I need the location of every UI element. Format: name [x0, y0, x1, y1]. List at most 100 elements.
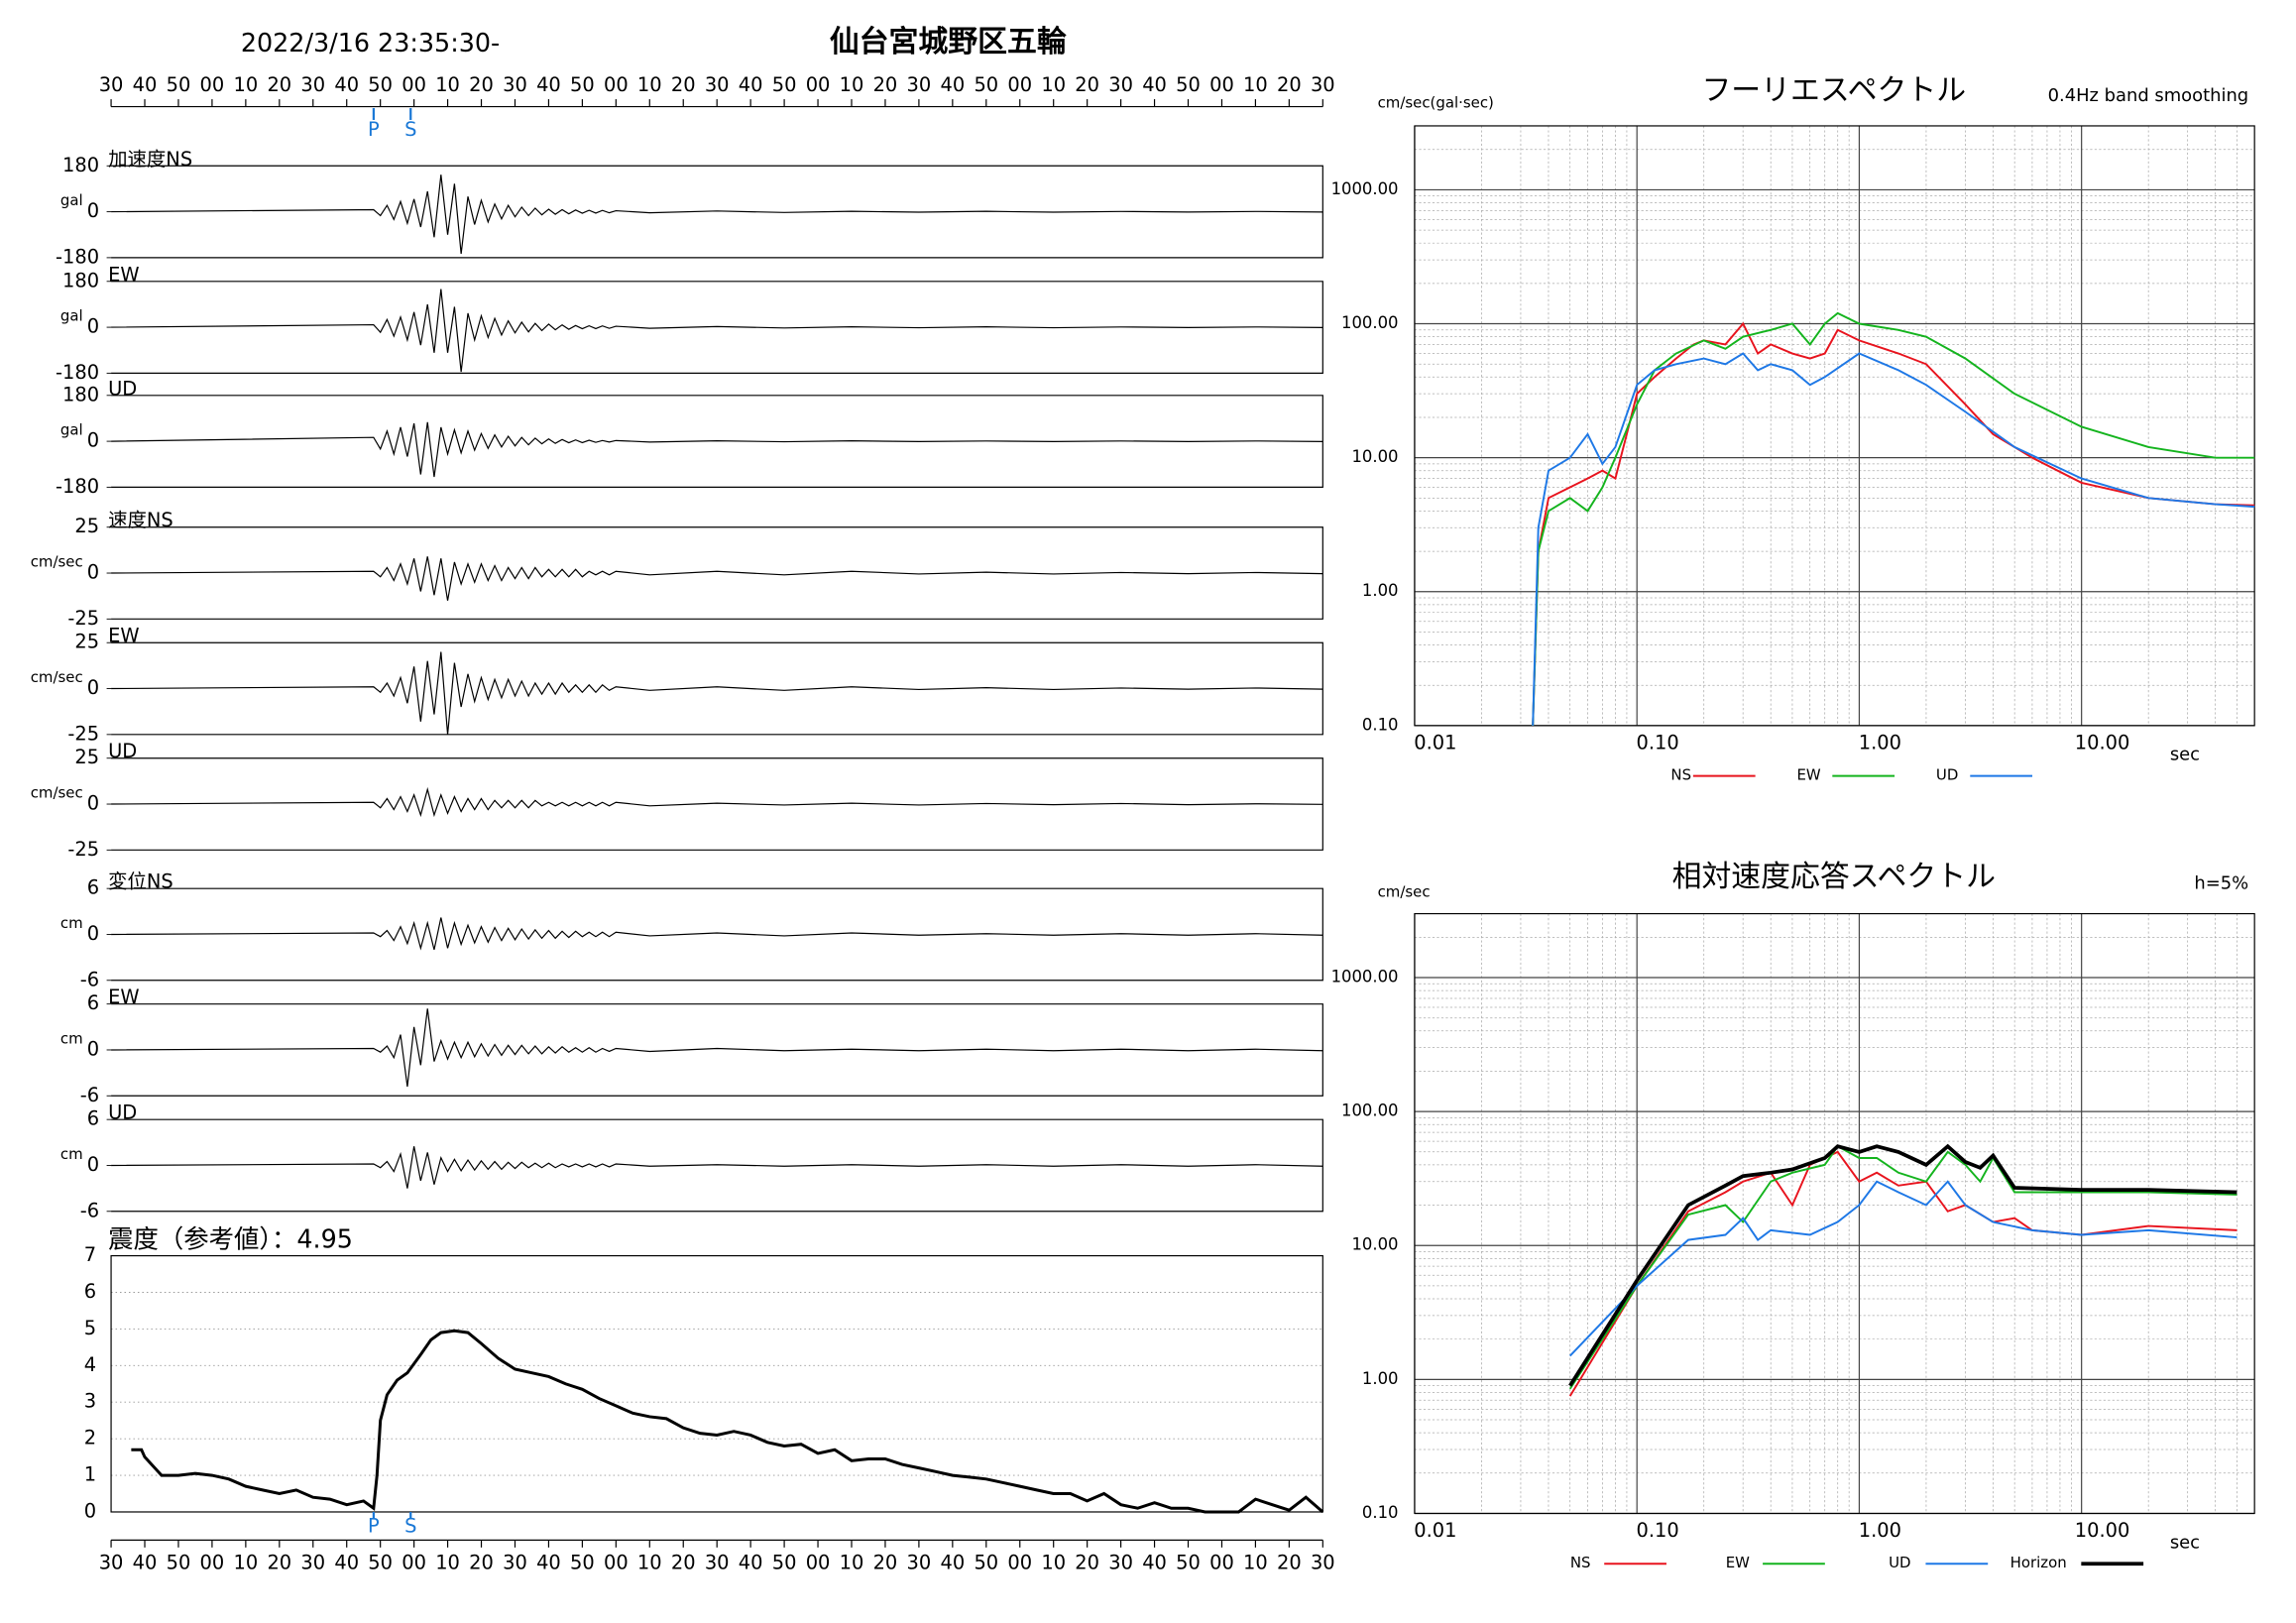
x-tick-label: 50: [368, 73, 393, 96]
x-tick-label: 20: [267, 1552, 291, 1574]
x-tick-label: 10: [637, 1552, 662, 1574]
y-tick-label: -6: [80, 968, 99, 990]
x-tick-label: 20: [873, 1552, 898, 1574]
x-tick-label: 50: [1176, 73, 1201, 96]
x-tick-label: 30: [1311, 73, 1335, 96]
y-tick-label: 5: [84, 1317, 96, 1339]
x-tick-label: 30: [705, 1552, 730, 1574]
y-tick-label: 6: [87, 1107, 99, 1130]
x-tick-label: 20: [873, 73, 898, 96]
legend-label: EW: [1796, 766, 1820, 784]
y-axis-unit: cm/sec(gal·sec): [1378, 94, 1494, 112]
x-axis-unit: sec: [2170, 745, 2200, 765]
waveform-trace: [111, 556, 1323, 601]
x-tick-label: 40: [536, 73, 561, 96]
x-tick-label: 10: [1243, 73, 1268, 96]
x-tick-label: 10: [840, 1552, 864, 1574]
legend-label: EW: [1726, 1554, 1750, 1571]
x-tick-label: 10.00: [2075, 731, 2130, 754]
y-tick-label: 0: [87, 792, 99, 815]
x-tick-label: 10: [1243, 1552, 1268, 1574]
y-tick-label: -180: [56, 475, 99, 498]
x-tick-label: 00: [806, 1552, 831, 1574]
panel-label: EW: [108, 985, 139, 1008]
y-tick-label: 25: [74, 746, 99, 768]
y-tick-label: 0: [84, 1499, 96, 1522]
y-tick-label: 0: [87, 922, 99, 945]
y-tick-label: -25: [67, 607, 99, 630]
legend-label: NS: [1670, 766, 1691, 784]
x-tick-label: 20: [671, 1552, 696, 1574]
y-tick-label: 7: [84, 1243, 96, 1266]
waveform-trace: [111, 174, 1323, 255]
legend-label: UD: [1936, 766, 1958, 784]
x-tick-label: 0.10: [1636, 1519, 1678, 1542]
unit-label: gal: [60, 421, 83, 439]
intensity-line: [131, 1329, 1324, 1514]
x-tick-label: 40: [739, 1552, 763, 1574]
y-tick-label: 2: [84, 1427, 96, 1449]
y-tick-label: -6: [80, 1199, 99, 1221]
station-name: 仙台宮城野区五輪: [830, 25, 1067, 59]
x-tick-label: 40: [1142, 73, 1167, 96]
unit-label: gal: [60, 307, 83, 325]
y-tick-label: -25: [67, 838, 99, 861]
x-tick-label: 30: [1311, 1552, 1335, 1574]
y-tick-label: 0: [87, 1037, 99, 1060]
x-tick-label: 30: [300, 73, 325, 96]
x-tick-label: 40: [739, 73, 763, 96]
panel-label: 加速度NS: [108, 148, 192, 171]
panel-frame: [111, 1003, 1323, 1097]
unit-label: cm: [60, 1030, 83, 1048]
x-tick-label: 30: [1108, 1552, 1133, 1574]
x-tick-label: 00: [200, 73, 225, 96]
waveform-trace: [111, 917, 1323, 951]
y-tick-label: 0: [87, 1153, 99, 1176]
x-tick-label: 20: [1075, 1552, 1099, 1574]
panel-label: 速度NS: [108, 509, 173, 531]
y-tick-label: 100.00: [1341, 1101, 1398, 1120]
y-tick-label: 25: [74, 631, 99, 653]
y-tick-label: 0: [87, 429, 99, 452]
y-tick-label: 10.00: [1351, 1235, 1398, 1254]
y-tick-label: 180: [62, 154, 99, 176]
y-tick-label: 6: [84, 1280, 96, 1303]
waveform-trace: [111, 1146, 1323, 1189]
panel-label: UD: [108, 740, 137, 762]
x-tick-label: 50: [167, 1552, 191, 1574]
spectrum-line: [1568, 1143, 2238, 1387]
x-tick-label: 50: [974, 1552, 998, 1574]
x-tick-label: 10: [840, 73, 864, 96]
x-tick-label: 40: [940, 1552, 965, 1574]
x-tick-label: 10: [1041, 73, 1066, 96]
x-tick-label: 20: [1277, 1552, 1302, 1574]
phase-label: S: [404, 1514, 416, 1537]
chart-note: h=5%: [2194, 873, 2248, 894]
spectrum-line: [1568, 1180, 2238, 1357]
y-tick-label: 3: [84, 1390, 96, 1413]
x-tick-label: 50: [167, 73, 191, 96]
waveform-trace: [111, 786, 1323, 818]
x-tick-label: 00: [200, 1552, 225, 1574]
y-tick-label: 4: [84, 1353, 96, 1376]
y-tick-label: -180: [56, 245, 99, 268]
x-axis-unit: sec: [2170, 1532, 2200, 1553]
x-tick-label: 40: [334, 73, 359, 96]
y-tick-label: 6: [87, 991, 99, 1014]
waveform-trace: [111, 289, 1323, 373]
x-tick-label: 1.00: [1859, 731, 1901, 754]
x-tick-label: 30: [300, 1552, 325, 1574]
chart-note: 0.4Hz band smoothing: [2048, 85, 2249, 106]
unit-label: cm/sec: [31, 553, 83, 571]
record-time: 2022/3/16 23:35:30-: [241, 28, 500, 58]
x-tick-label: 10: [435, 1552, 460, 1574]
x-tick-label: 10.00: [2075, 1519, 2130, 1542]
x-tick-label: 40: [940, 73, 965, 96]
x-tick-label: 30: [503, 73, 527, 96]
x-tick-label: 1.00: [1859, 1519, 1901, 1542]
x-tick-label: 00: [806, 73, 831, 96]
chart-title: フーリエスペクトル: [1701, 73, 1966, 108]
panel-label: 変位NS: [108, 870, 173, 893]
unit-label: cm/sec: [31, 784, 83, 802]
x-tick-label: 20: [469, 73, 494, 96]
